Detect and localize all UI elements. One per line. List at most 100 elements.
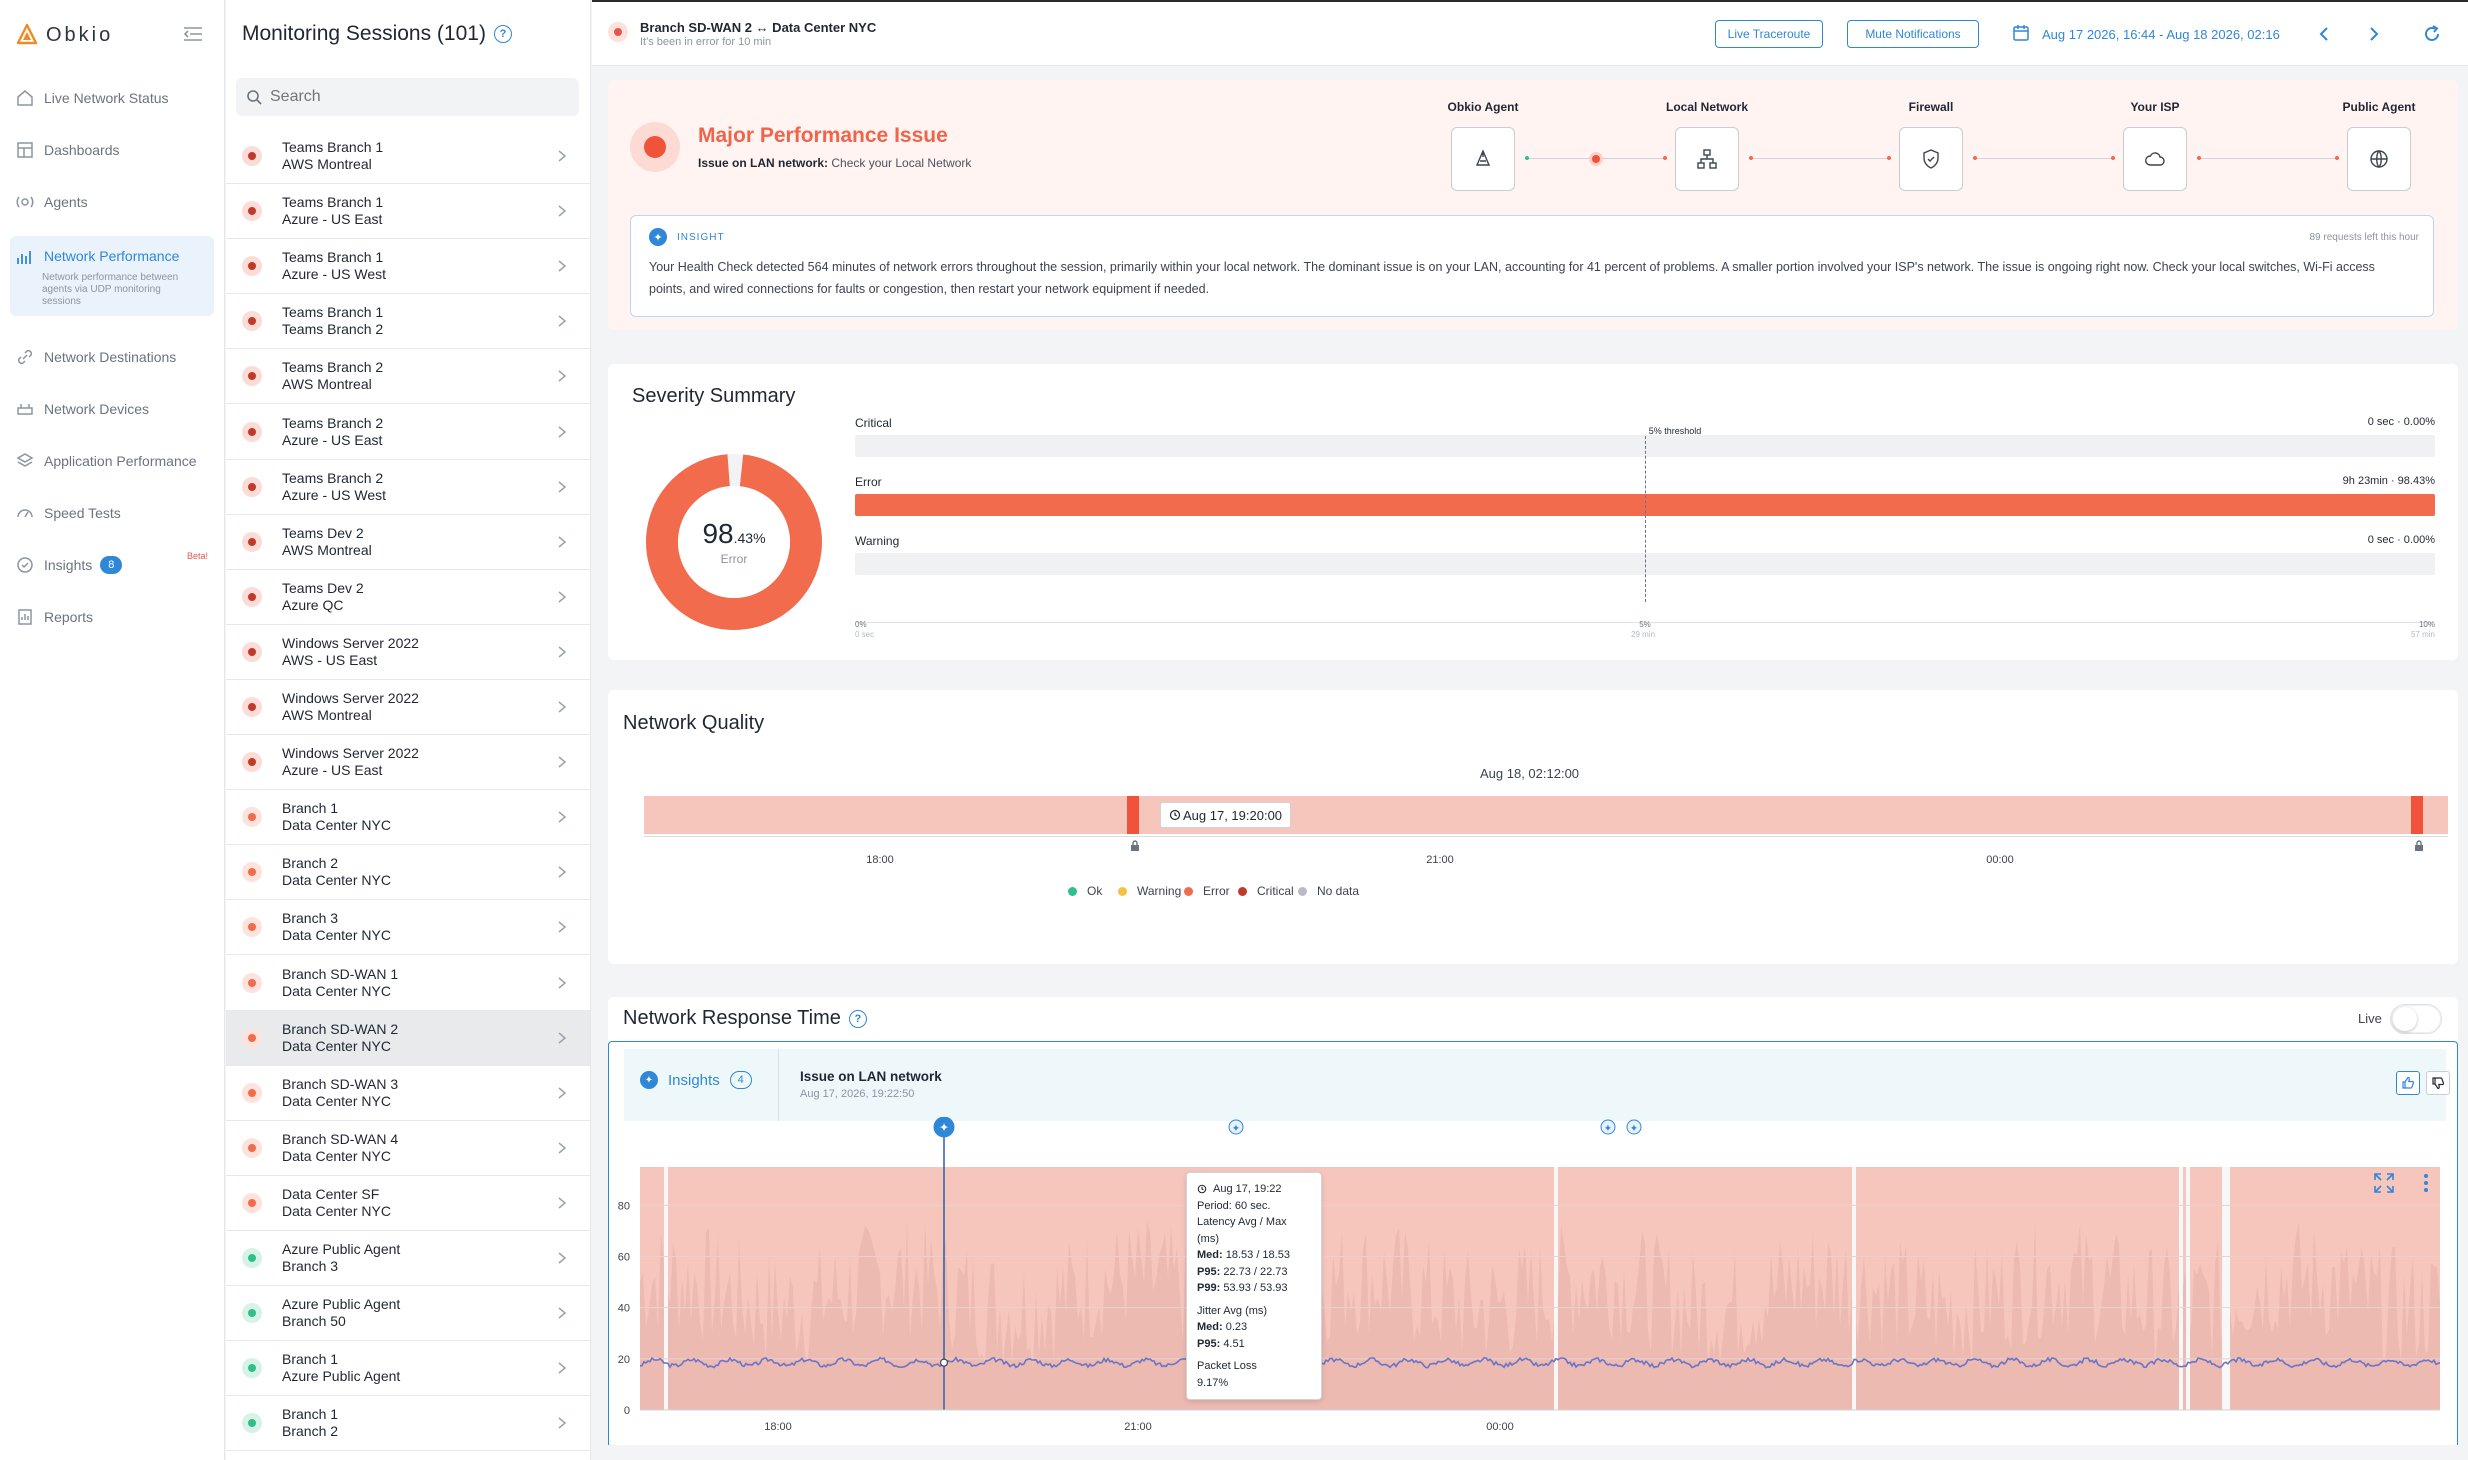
lock-icon[interactable] bbox=[2414, 840, 2424, 852]
data-gap bbox=[1554, 1167, 1558, 1410]
calendar-icon[interactable] bbox=[2012, 24, 2030, 42]
thumbs-down-button[interactable] bbox=[2426, 1071, 2450, 1095]
thumbs-up-button[interactable] bbox=[2396, 1071, 2420, 1095]
nav-item-application-performance[interactable]: Application Performance bbox=[10, 443, 214, 479]
help-icon[interactable]: ? bbox=[493, 25, 512, 43]
collapse-menu-icon[interactable] bbox=[182, 26, 204, 42]
next-period-icon[interactable] bbox=[2368, 26, 2380, 42]
quality-error-marker[interactable] bbox=[1127, 796, 1139, 834]
session-row[interactable]: Teams Dev 2 Azure QC bbox=[226, 570, 590, 625]
search-box[interactable] bbox=[236, 78, 579, 116]
brand-name: Obkio bbox=[46, 23, 114, 46]
legend-item[interactable]: Error bbox=[1184, 884, 1230, 898]
nav-item-network-devices[interactable]: Network Devices bbox=[10, 391, 214, 427]
legend-item[interactable]: Warning bbox=[1118, 884, 1181, 898]
path-node-globe[interactable] bbox=[2347, 127, 2411, 191]
nav-item-live-network-status[interactable]: Live Network Status bbox=[10, 80, 214, 116]
path-endpoint-dot bbox=[2197, 156, 2201, 160]
expand-chart-button[interactable] bbox=[2372, 1171, 2396, 1200]
nav-item-network-performance[interactable]: Network Performance Network performance … bbox=[10, 236, 214, 316]
date-range[interactable]: Aug 17 2026, 16:44 - Aug 18 2026, 02:16 bbox=[2042, 27, 2280, 42]
insight-marker bbox=[933, 1117, 955, 1138]
session-row[interactable]: Windows Server 2022 AWS Montreal bbox=[226, 680, 590, 735]
session-row[interactable]: Teams Branch 2 Azure - US East bbox=[226, 405, 590, 460]
session-row[interactable]: Branch 1 Branch 2 bbox=[226, 1396, 590, 1452]
nav-item-insights[interactable]: Insights 8 Beta! bbox=[10, 547, 214, 583]
mute-notifications-button[interactable]: Mute Notifications bbox=[1847, 20, 1979, 48]
session-row[interactable]: Teams Branch 1 Teams Branch 2 bbox=[226, 294, 590, 350]
session-row[interactable]: Teams Branch 1 Azure - US West bbox=[226, 239, 590, 295]
chevron-right-icon bbox=[558, 260, 567, 272]
severity-summary-card: Severity Summary 98.43% Error 5% thresho… bbox=[608, 364, 2458, 660]
speedometer-icon bbox=[17, 509, 33, 518]
brand-logo[interactable]: Obkio bbox=[16, 20, 113, 50]
previous-period-icon[interactable] bbox=[2318, 26, 2330, 42]
chevron-right-icon bbox=[558, 425, 567, 438]
session-row[interactable]: Branch 2 Data Center NYC bbox=[226, 845, 590, 901]
status-dot bbox=[242, 586, 262, 607]
session-row[interactable]: Branch 3 Data Center NYC bbox=[226, 900, 590, 956]
session-row[interactable]: Teams Branch 1 AWS Montreal bbox=[226, 129, 590, 184]
response-time-chart[interactable]: 80 60 40 20 0 ✦ ✦ ✦ ✦ 18:00 21:00 00:00 bbox=[608, 1117, 2458, 1447]
path-issue-marker[interactable] bbox=[1589, 152, 1603, 166]
shield-icon bbox=[1923, 149, 1939, 169]
quality-x-tick: 21:00 bbox=[1426, 854, 1454, 866]
nav-item-agents[interactable]: Agents bbox=[10, 184, 214, 220]
session-row[interactable]: Branch 1 Data Center NYC bbox=[226, 790, 590, 846]
insights-tab[interactable]: ✦ Insights 4 bbox=[640, 1071, 752, 1089]
session-row[interactable]: Branch SD-WAN 4 Data Center NYC bbox=[226, 1121, 590, 1176]
session-row[interactable]: Windows Server 2022 AWS - US East bbox=[226, 625, 590, 680]
path-endpoint-dot bbox=[1749, 156, 1753, 160]
session-row[interactable]: Data Center SF Data Center NYC bbox=[226, 1176, 590, 1231]
path-node-agent[interactable] bbox=[1451, 127, 1515, 191]
chevron-right-icon bbox=[558, 1087, 567, 1099]
status-dot bbox=[242, 421, 262, 442]
session-row[interactable]: Branch SD-WAN 3 Data Center NYC bbox=[226, 1066, 590, 1121]
session-row[interactable]: Windows Server 2022 Azure - US East bbox=[226, 735, 590, 791]
path-node-label: Obkio Agent bbox=[1447, 100, 1519, 114]
path-node-shield[interactable] bbox=[1899, 127, 1963, 191]
session-row[interactable]: Teams Branch 2 Azure - US West bbox=[226, 460, 590, 515]
tooltip-jitter-p95: 4.51 bbox=[1223, 1337, 1245, 1350]
session-row[interactable]: Branch SD-WAN 1 Data Center NYC bbox=[226, 956, 590, 1011]
session-source: Teams Branch 1 bbox=[282, 194, 384, 211]
quality-x-tick: 00:00 bbox=[1986, 854, 2014, 866]
live-toggle[interactable] bbox=[2390, 1004, 2442, 1034]
nav-item-network-destinations[interactable]: Network Destinations bbox=[10, 339, 214, 375]
session-row[interactable]: Azure Public Agent Branch 50 bbox=[226, 1286, 590, 1342]
insight-panel: ✦ Insights 4 Issue on LAN network Aug 17… bbox=[624, 1049, 2450, 1121]
nav-item-speed-tests[interactable]: Speed Tests bbox=[10, 495, 214, 531]
search-input[interactable] bbox=[270, 88, 560, 106]
nav-item-dashboards[interactable]: Dashboards bbox=[10, 132, 214, 168]
nav-item-reports[interactable]: Reports bbox=[10, 599, 214, 635]
sparkle-icon: ✦ bbox=[640, 1071, 658, 1089]
quality-timeline-bar[interactable] bbox=[644, 796, 2448, 834]
help-icon[interactable]: ? bbox=[848, 1009, 867, 1028]
path-connector bbox=[2199, 158, 2335, 159]
lock-icon[interactable] bbox=[1130, 840, 1140, 852]
path-node-cloud[interactable] bbox=[2123, 127, 2187, 191]
donut-center-value: 98.43% bbox=[644, 518, 824, 550]
session-destination: Data Center NYC bbox=[282, 1092, 391, 1109]
session-row[interactable]: Teams Branch 1 Azure - US East bbox=[226, 184, 590, 240]
path-node-network[interactable] bbox=[1675, 127, 1739, 191]
refresh-icon[interactable] bbox=[2422, 24, 2442, 44]
nav-item-description: Network performance between agents via U… bbox=[42, 272, 179, 307]
quality-error-marker[interactable] bbox=[2411, 796, 2423, 834]
insight-tag: ✦ INSIGHT bbox=[649, 228, 725, 246]
status-dot bbox=[242, 862, 262, 883]
session-row[interactable]: Azure Public Agent Branch 3 bbox=[226, 1231, 590, 1286]
session-row[interactable]: Teams Dev 2 AWS Montreal bbox=[226, 515, 590, 570]
session-row[interactable]: Teams Branch 2 AWS Montreal bbox=[226, 349, 590, 405]
legend-item[interactable]: Critical bbox=[1238, 884, 1294, 898]
session-names: Windows Server 2022 AWS - US East bbox=[282, 635, 556, 669]
live-traceroute-button[interactable]: Live Traceroute bbox=[1715, 20, 1823, 48]
session-names: Windows Server 2022 Azure - US East bbox=[282, 745, 556, 779]
legend-item[interactable]: Ok bbox=[1068, 884, 1102, 898]
session-row[interactable]: Branch 1 Azure Public Agent bbox=[226, 1341, 590, 1397]
chart-options-button[interactable] bbox=[2423, 1173, 2429, 1198]
agents-icon bbox=[16, 196, 34, 208]
session-row[interactable]: Branch SD-WAN 2 Data Center NYC bbox=[226, 1010, 590, 1066]
tooltip-latency-p99: 53.93 / 53.93 bbox=[1223, 1282, 1288, 1294]
legend-item[interactable]: No data bbox=[1298, 884, 1359, 898]
